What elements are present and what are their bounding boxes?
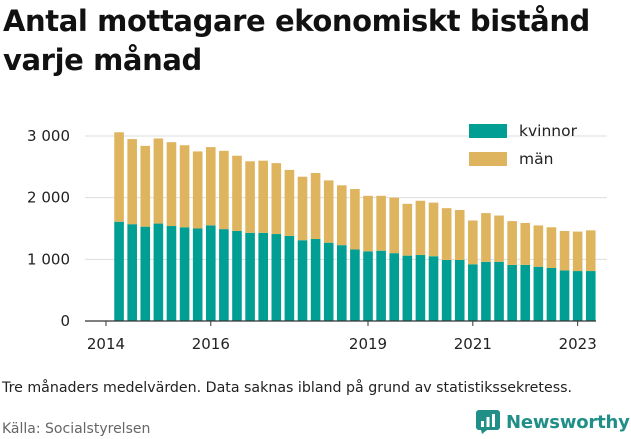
bar-man: [441, 208, 452, 260]
bar-kvinnor: [179, 227, 190, 321]
bar-kvinnor: [153, 223, 164, 321]
bar-man: [546, 227, 557, 268]
y-axis-tick-labels: 0 1 000 2 000 3 000: [27, 127, 70, 330]
bar-man: [232, 155, 242, 231]
legend-swatch: [469, 124, 507, 138]
bar-man: [389, 197, 400, 254]
bar-kvinnor: [192, 228, 203, 321]
bar-kvinnor: [127, 224, 137, 321]
x-axis: 2014 2016 2019 2021 2023: [85, 320, 597, 353]
bar-kvinnor: [494, 261, 504, 321]
bar-man: [507, 221, 517, 265]
bar-man: [192, 151, 203, 229]
x-tick-label: 2019: [349, 335, 387, 353]
bar-man: [245, 161, 255, 233]
bar-man: [363, 195, 373, 252]
bar-kvinnor: [481, 261, 491, 321]
x-tick-label: 2021: [454, 335, 492, 353]
x-tick-label: 2014: [87, 335, 125, 353]
bar-kvinnor: [441, 259, 452, 321]
bar-kvinnor: [219, 229, 229, 321]
bar-kvinnor: [310, 238, 321, 321]
bar-man: [533, 225, 544, 267]
bar-man: [153, 138, 164, 224]
bar-kvinnor: [415, 255, 426, 321]
bar-kvinnor: [533, 266, 544, 321]
bar-kvinnor: [258, 232, 268, 321]
bar-kvinnor: [507, 264, 517, 321]
legend: kvinnor män: [469, 122, 578, 168]
bar-man: [559, 230, 570, 271]
bar-man: [258, 160, 268, 233]
newsworthy-brand[interactable]: Newsworthy: [476, 408, 630, 436]
bar-man: [179, 145, 190, 228]
bar-kvinnor: [454, 259, 465, 321]
bar-kvinnor: [468, 264, 478, 321]
bar-man: [402, 203, 413, 256]
bar-man: [520, 222, 531, 265]
brand-name: Newsworthy: [506, 411, 630, 433]
bar-man: [271, 163, 282, 235]
bar-man: [494, 215, 504, 262]
bar-man: [297, 176, 308, 241]
bar-kvinnor: [363, 251, 373, 321]
bar-man: [415, 200, 426, 256]
chart-note: Tre månaders medelvärden. Data saknas ib…: [2, 380, 572, 396]
bar-man: [428, 202, 439, 257]
bar-kvinnor: [428, 256, 439, 321]
bar-kvinnor: [297, 240, 308, 321]
bar-man: [468, 220, 478, 265]
bar-man: [376, 195, 386, 251]
bar-man: [127, 139, 137, 225]
bar-kvinnor: [140, 226, 151, 321]
bar-kvinnor: [350, 249, 360, 321]
y-tick-label: 1 000: [27, 250, 70, 268]
x-tick-label: 2023: [559, 335, 597, 353]
bar-man: [585, 230, 596, 272]
bar-man: [572, 231, 583, 272]
source-credit: Källa: Socialstyrelsen: [2, 421, 151, 437]
bar-kvinnor: [389, 253, 400, 321]
y-tick-label: 0: [60, 312, 70, 330]
legend-label: män: [519, 150, 553, 168]
bar-kvinnor: [402, 255, 413, 321]
bar-man: [481, 213, 491, 262]
bar-kvinnor: [245, 232, 255, 321]
bar-man: [454, 210, 465, 260]
bar-kvinnor: [376, 250, 386, 321]
bar-man: [219, 150, 229, 230]
legend-swatch: [469, 152, 507, 166]
bar-kvinnor: [232, 230, 242, 321]
bar-kvinnor: [559, 270, 570, 321]
bar-man: [337, 185, 347, 246]
bar-man: [350, 189, 360, 250]
bar-kvinnor: [572, 271, 583, 321]
x-tick-label: 2016: [192, 335, 230, 353]
bar-kvinnor: [271, 234, 282, 321]
bar-kvinnor: [284, 235, 295, 321]
bar-kvinnor: [337, 245, 347, 321]
bar-man: [166, 142, 177, 227]
y-tick-label: 3 000: [27, 127, 70, 145]
bar-kvinnor: [166, 226, 177, 321]
bar-man: [114, 132, 124, 222]
y-tick-label: 2 000: [27, 189, 70, 207]
bar-kvinnor: [546, 267, 557, 321]
bar-kvinnor: [520, 264, 531, 321]
bar-kvinnor: [205, 225, 216, 321]
bar-kvinnor: [585, 271, 596, 321]
bar-man: [140, 145, 151, 227]
bars: [114, 132, 596, 321]
newsworthy-logo-icon: [476, 410, 500, 434]
bar-kvinnor: [114, 221, 124, 321]
stacked-bar-chart: 0 1 000 2 000 3 000 2014 2016 2019 2021 2023 kv…: [27, 122, 607, 353]
bar-man: [284, 169, 295, 236]
chart-title: Antal mottagare ekonomiskt bistånd varje…: [3, 4, 590, 77]
bar-man: [323, 180, 334, 243]
bar-man: [310, 173, 321, 239]
legend-label: kvinnor: [519, 122, 578, 140]
bar-kvinnor: [323, 242, 334, 321]
bar-man: [205, 147, 216, 226]
